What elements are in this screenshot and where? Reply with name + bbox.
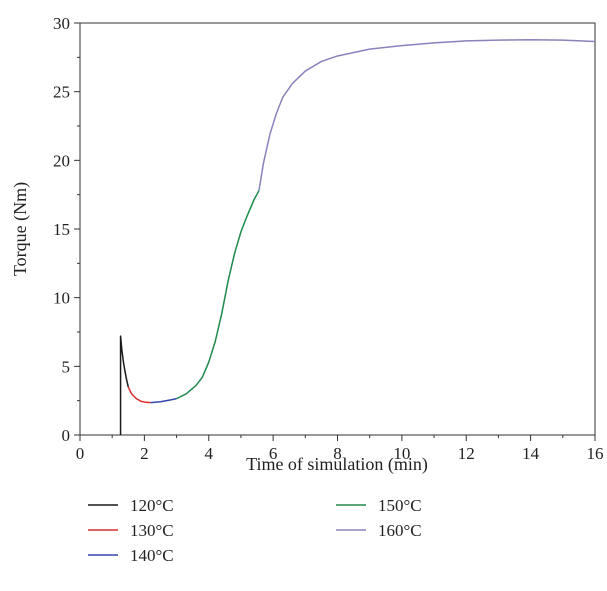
y-tick-label: 15 bbox=[53, 220, 70, 239]
x-tick-label: 6 bbox=[269, 444, 278, 463]
y-tick-label: 10 bbox=[53, 289, 70, 308]
y-ticks: 0 5 10 15 20 25 30 bbox=[53, 14, 80, 445]
x-tick-label: 14 bbox=[522, 444, 540, 463]
x-tick-label: 0 bbox=[76, 444, 85, 463]
x-tick-label: 16 bbox=[587, 444, 604, 463]
x-tick-label: 12 bbox=[458, 444, 475, 463]
legend-label-3: 140°C bbox=[130, 546, 174, 565]
legend: 120°C 130°C 140°C 150°C 160°C bbox=[88, 496, 422, 565]
y-tick-label: 0 bbox=[62, 426, 71, 445]
y-tick-label: 20 bbox=[53, 151, 70, 170]
series-line-4 bbox=[176, 190, 260, 400]
x-ticks: 0 2 4 6 8 10 12 14 16 bbox=[76, 435, 604, 463]
legend-label-1: 120°C bbox=[130, 496, 174, 515]
series-line-2 bbox=[127, 386, 151, 404]
x-axis-label: Time of simulation (min) bbox=[246, 454, 428, 475]
series-line-3 bbox=[150, 397, 177, 404]
x-tick-label: 2 bbox=[140, 444, 149, 463]
series-line-5 bbox=[258, 39, 596, 191]
x-tick-label: 10 bbox=[393, 444, 410, 463]
y-tick-label: 25 bbox=[53, 83, 70, 102]
legend-label-2: 130°C bbox=[130, 521, 174, 540]
y-tick-label: 5 bbox=[62, 357, 71, 376]
x-tick-label: 4 bbox=[205, 444, 214, 463]
legend-label-5: 160°C bbox=[378, 521, 422, 540]
series-lines bbox=[119, 39, 596, 435]
plot-frame bbox=[79, 22, 596, 436]
y-axis-label: Torque (Nm) bbox=[10, 182, 31, 276]
x-tick-label: 8 bbox=[333, 444, 342, 463]
legend-label-4: 150°C bbox=[378, 496, 422, 515]
series-line-1 bbox=[119, 335, 130, 435]
y-tick-label: 30 bbox=[53, 14, 70, 33]
